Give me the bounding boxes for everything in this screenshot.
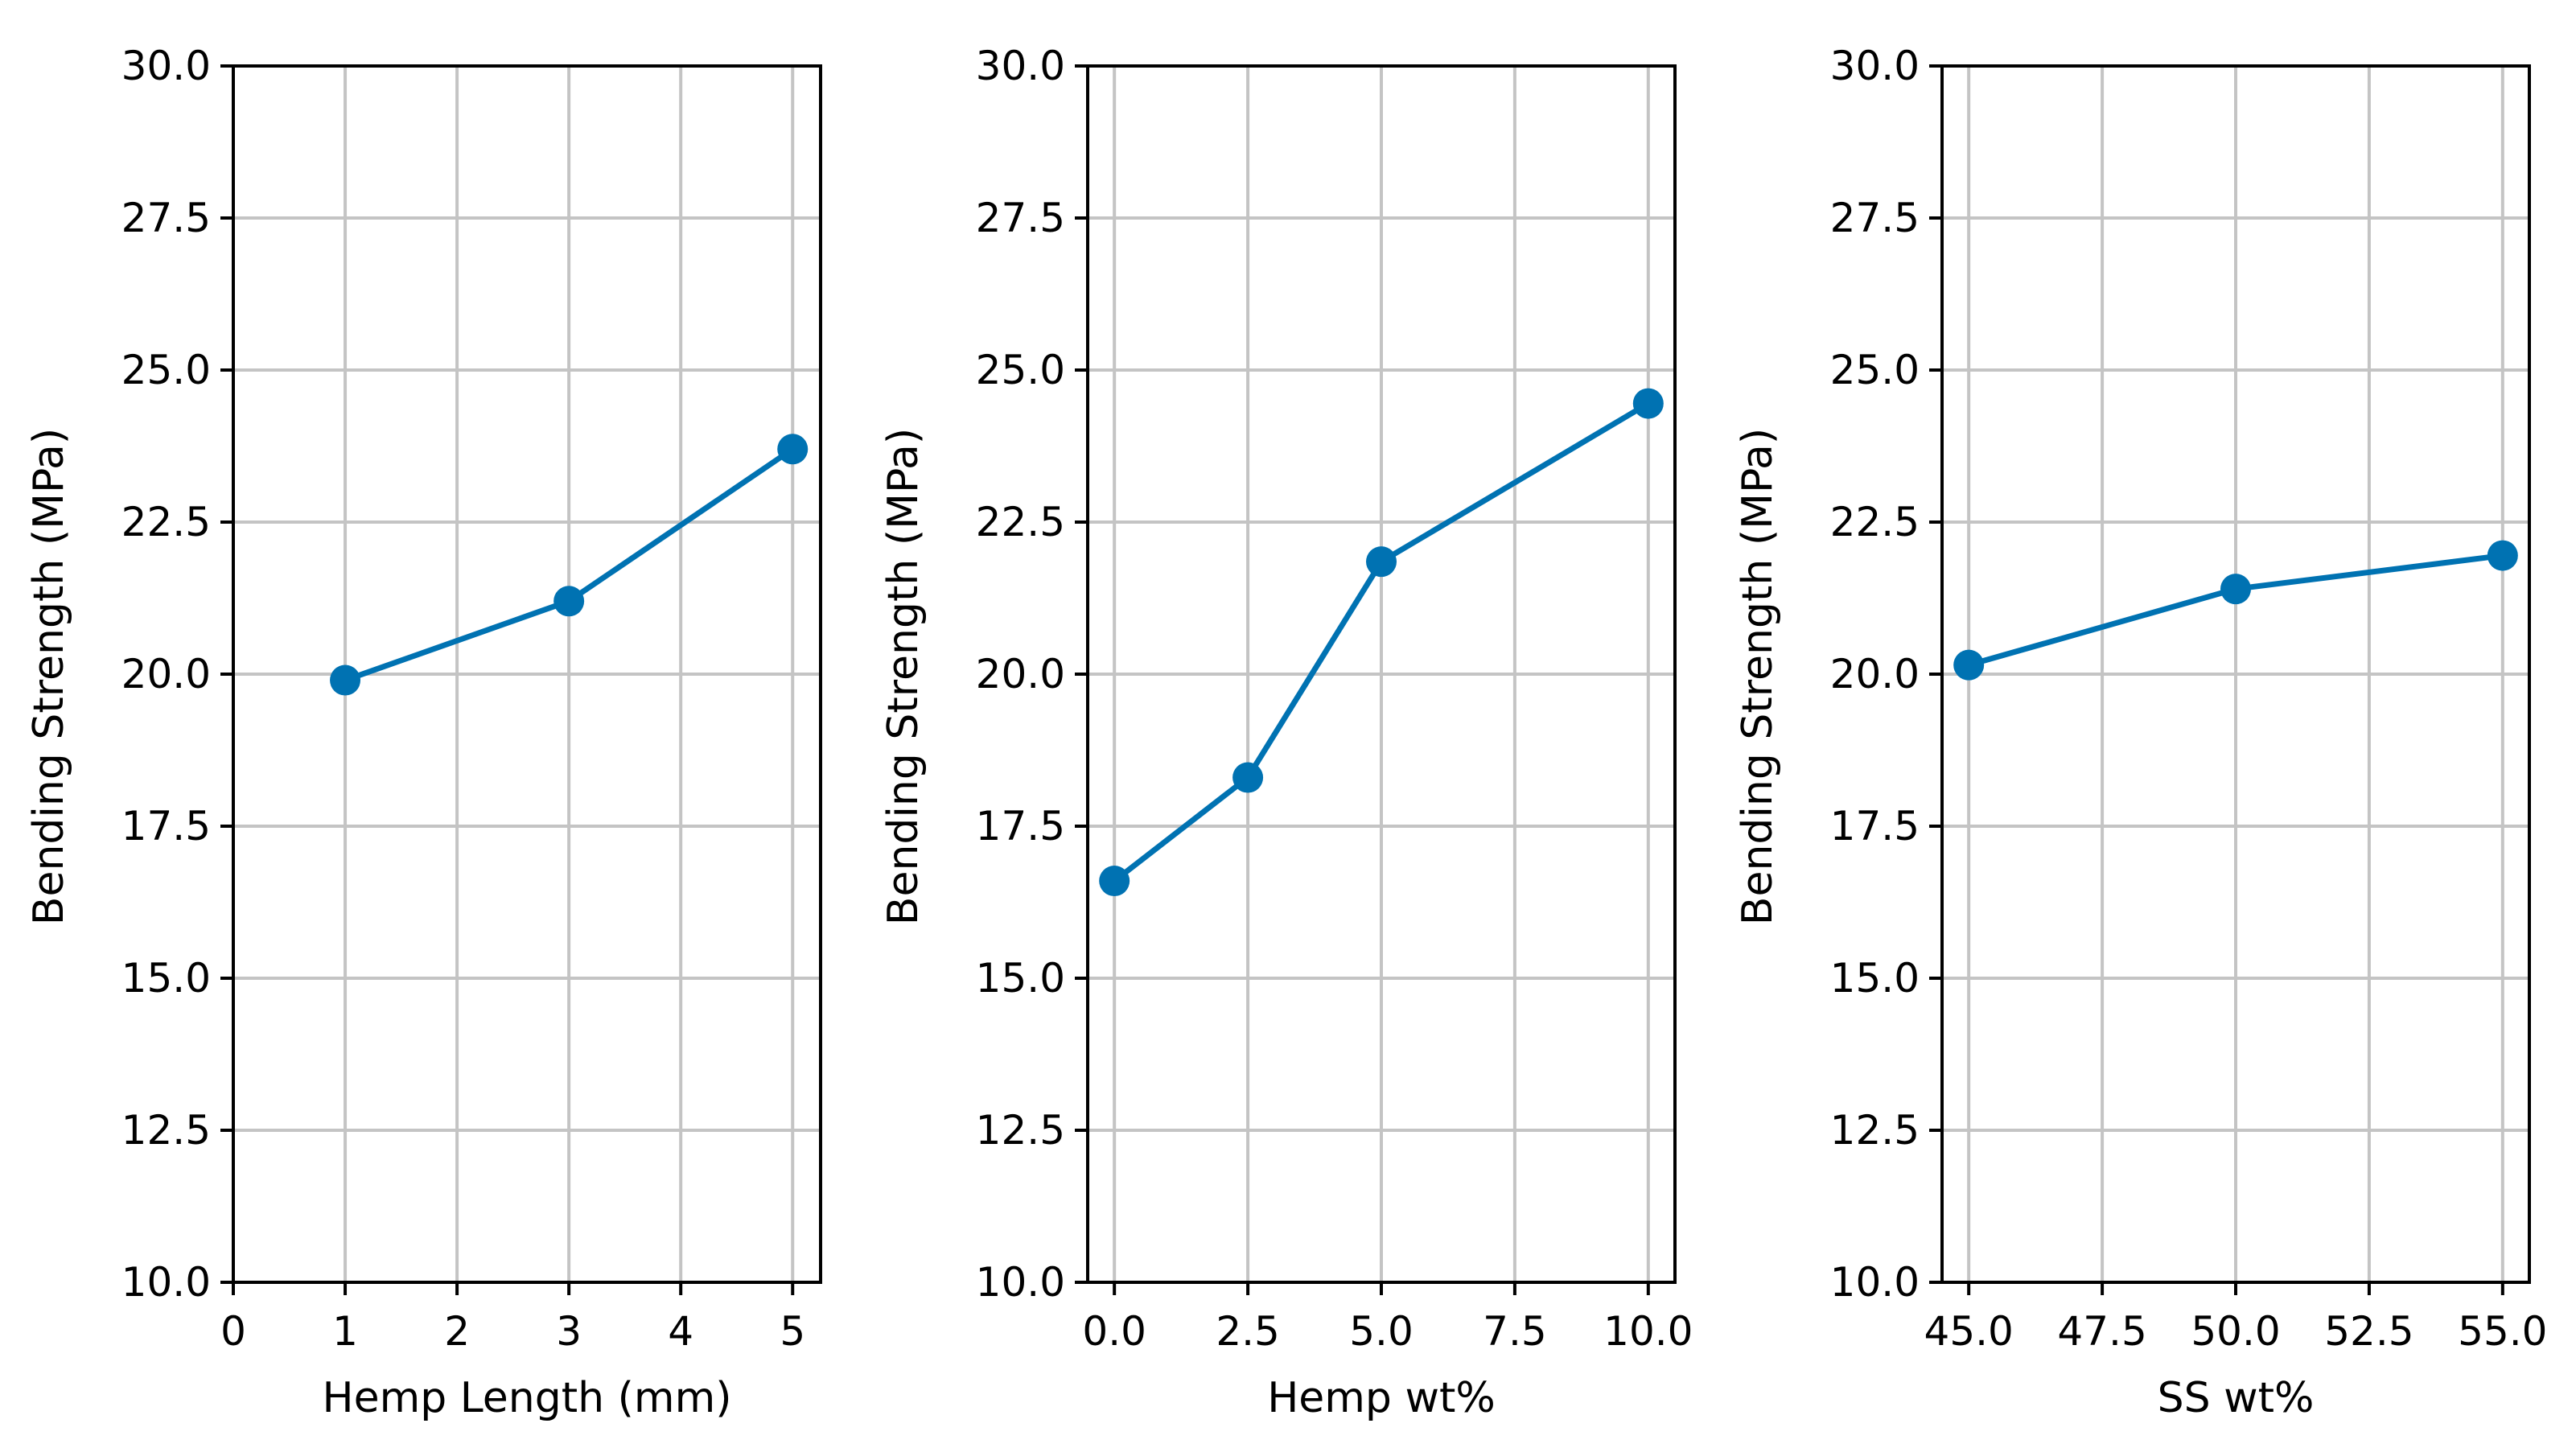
- hemp-length-data-point: [330, 664, 361, 696]
- ss-wt-ytick-label: 22.5: [1830, 499, 1920, 545]
- hemp-wt-ytick-label: 27.5: [976, 195, 1065, 241]
- hemp-length-xtick-label: 3: [556, 1308, 582, 1355]
- ss-wt-data-point: [1953, 649, 1985, 681]
- ss-wt-ytick-label: 25.0: [1830, 347, 1920, 393]
- hemp-wt-data-point: [1366, 546, 1397, 578]
- hemp-wt-xlabel: Hemp wt%: [1267, 1374, 1496, 1422]
- hemp-length-ytick-label: 12.5: [121, 1107, 211, 1154]
- ss-wt-xtick-label: 47.5: [2057, 1308, 2146, 1355]
- hemp-length-ytick-label: 30.0: [121, 43, 211, 89]
- ss-wt-ytick-label: 10.0: [1830, 1259, 1920, 1306]
- hemp-length-xtick-label: 5: [780, 1308, 805, 1355]
- hemp-length-xlabel: Hemp Length (mm): [322, 1374, 731, 1422]
- hemp-wt-ytick-label: 20.0: [976, 651, 1065, 697]
- hemp-length-data-point: [553, 586, 585, 617]
- hemp-wt-xtick-label: 2.5: [1216, 1308, 1280, 1355]
- hemp-length-xtick-label: 1: [332, 1308, 358, 1355]
- hemp-wt-ytick-label: 12.5: [976, 1107, 1065, 1154]
- hemp-wt-data-point: [1232, 762, 1264, 793]
- ss-wt-ylabel: Bending Strength (MPa): [1734, 428, 1782, 925]
- hemp-length-data-point: [777, 434, 809, 465]
- hemp-wt-ytick-label: 22.5: [976, 499, 1065, 545]
- hemp-wt-ytick-label: 25.0: [976, 347, 1065, 393]
- hemp-length-ytick-label: 22.5: [121, 499, 211, 545]
- hemp-wt-ytick-label: 30.0: [976, 43, 1065, 89]
- hemp-length-ytick-label: 10.0: [121, 1259, 211, 1306]
- hemp-wt-xtick-label: 0.0: [1082, 1308, 1146, 1355]
- hemp-length-xtick-label: 0: [220, 1308, 246, 1355]
- chart-panel-hemp-wt: 0.0 2.5 5.0 7.5 10.0 10.0 12.5 15.0 17.5 20.0 22.5…: [879, 43, 1693, 1422]
- ss-wt-ytick-label: 30.0: [1830, 43, 1920, 89]
- hemp-length-xtick-label: 2: [444, 1308, 470, 1355]
- chart-panel-ss-wt: 45.0 47.5 50.0 52.5 55.0 10.0 12.5 15.0 17.5 20.0…: [1734, 43, 2547, 1422]
- ss-wt-xtick-label: 55.0: [2458, 1308, 2547, 1355]
- hemp-wt-series-line: [1113, 401, 1650, 883]
- ss-wt-ytick-label: 20.0: [1830, 651, 1920, 697]
- ss-wt-xlabel: SS wt%: [2158, 1374, 2315, 1422]
- ss-wt-ytick-label: 27.5: [1830, 195, 1920, 241]
- hemp-wt-data-point: [1099, 866, 1130, 897]
- hemp-length-ytick-label: 20.0: [121, 651, 211, 697]
- hemp-length-ytick-label: 25.0: [121, 347, 211, 393]
- ss-wt-ytick-label: 15.0: [1830, 955, 1920, 1002]
- ss-wt-data-point: [2487, 540, 2518, 571]
- hemp-length-ytick-label: 27.5: [121, 195, 211, 241]
- hemp-wt-xtick-label: 10.0: [1603, 1308, 1693, 1355]
- hemp-wt-ytick-label: 17.5: [976, 803, 1065, 850]
- ss-wt-xtick-label: 50.0: [2191, 1308, 2280, 1355]
- hemp-wt-ylabel: Bending Strength (MPa): [879, 428, 928, 925]
- hemp-wt-xtick-label: 7.5: [1483, 1308, 1547, 1355]
- hemp-length-ytick-label: 17.5: [121, 803, 211, 850]
- ss-wt-ytick-label: 17.5: [1830, 803, 1920, 850]
- hemp-wt-ytick-label: 10.0: [976, 1259, 1065, 1306]
- hemp-wt-data-point: [1632, 388, 1664, 419]
- ss-wt-data-point: [2220, 574, 2251, 605]
- hemp-length-xtick-label: 4: [668, 1308, 693, 1355]
- ss-wt-xtick-label: 45.0: [1924, 1308, 2014, 1355]
- ss-wt-ytick-label: 12.5: [1830, 1107, 1920, 1154]
- chart-panel-hemp-length: 0 1 2 3 4 5 10.0 12.5 15.0 17.5 20.0 22.5 25.0 27.5 30…: [25, 43, 822, 1422]
- hemp-length-ytick-label: 15.0: [121, 955, 211, 1002]
- ss-wt-xtick-label: 52.5: [2324, 1308, 2413, 1355]
- hemp-wt-xtick-label: 5.0: [1349, 1308, 1414, 1355]
- hemp-wt-ytick-label: 15.0: [976, 955, 1065, 1002]
- hemp-length-ylabel: Bending Strength (MPa): [25, 428, 73, 925]
